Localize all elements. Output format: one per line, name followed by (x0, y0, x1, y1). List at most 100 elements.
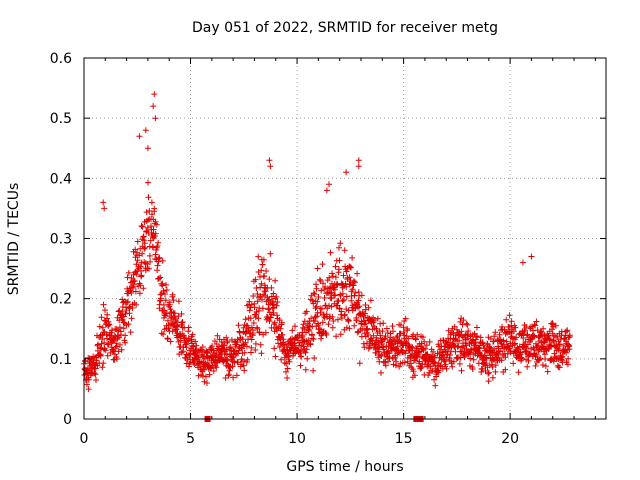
data-point (482, 360, 489, 367)
data-point (537, 355, 544, 362)
data-point (116, 324, 123, 331)
data-point (235, 359, 241, 366)
data-point (520, 335, 527, 341)
data-point (241, 349, 248, 356)
data-point (242, 339, 249, 346)
data-point (559, 353, 566, 360)
data-point (363, 326, 370, 333)
data-point (214, 332, 221, 339)
data-point (552, 322, 559, 329)
data-point (432, 382, 439, 389)
data-point (145, 179, 151, 186)
data-point (165, 317, 171, 324)
data-point (390, 328, 396, 335)
data-point (156, 254, 163, 261)
data-point (291, 340, 298, 347)
data-point (396, 363, 403, 370)
data-point (554, 333, 561, 340)
data-point (412, 336, 419, 343)
data-point (502, 354, 509, 361)
data-point (191, 361, 198, 367)
peak-point (323, 187, 330, 194)
data-point (566, 332, 573, 339)
data-point (174, 323, 181, 330)
data-point (178, 311, 185, 317)
data-point (201, 378, 208, 385)
data-point (203, 373, 209, 380)
data-point (349, 286, 356, 293)
data-point (492, 368, 499, 375)
data-point (213, 350, 220, 357)
data-point (139, 250, 146, 257)
data-point (511, 341, 518, 348)
data-point (423, 342, 430, 349)
data-point (373, 326, 380, 332)
data-point (334, 316, 341, 323)
data-point (256, 329, 263, 336)
data-point (381, 359, 388, 366)
data-point (118, 346, 125, 353)
data-point (244, 356, 251, 363)
data-point (97, 344, 104, 351)
data-point (101, 339, 108, 346)
data-point (137, 282, 144, 289)
data-point (281, 360, 288, 366)
data-point (125, 321, 132, 328)
data-point (307, 340, 314, 347)
data-point (302, 366, 309, 373)
data-point (225, 371, 232, 378)
data-point (122, 332, 129, 339)
data-point (167, 306, 174, 313)
data-point (380, 344, 387, 351)
data-point (323, 331, 330, 338)
data-point (116, 307, 123, 314)
data-point (185, 324, 192, 331)
y-tick-label: 0.1 (50, 352, 72, 368)
data-point (453, 326, 460, 333)
data-point (258, 267, 265, 274)
data-point (515, 346, 522, 353)
data-point (551, 338, 557, 345)
data-point (464, 321, 471, 328)
data-point (153, 221, 160, 228)
data-point (496, 331, 503, 338)
data-point (85, 386, 92, 393)
data-point (297, 362, 304, 369)
data-point (141, 237, 147, 244)
data-point (278, 356, 285, 363)
data-point (273, 293, 280, 300)
data-point (252, 340, 259, 347)
data-point (402, 315, 409, 322)
data-point (126, 310, 133, 317)
data-point (186, 354, 193, 361)
y-tick-label: 0 (63, 412, 72, 428)
data-point (124, 274, 131, 281)
data-point (463, 320, 470, 327)
data-point (170, 297, 177, 304)
data-point (169, 291, 176, 298)
data-point (147, 237, 154, 244)
data-point (100, 360, 107, 367)
data-point (397, 330, 404, 337)
data-point (227, 344, 234, 350)
data-point (394, 343, 401, 350)
data-point (104, 341, 111, 348)
data-point (132, 288, 139, 295)
data-point (224, 338, 231, 345)
data-point (564, 361, 571, 368)
data-point (300, 321, 307, 328)
data-point (341, 312, 348, 319)
data-point (546, 336, 553, 343)
data-point (472, 339, 479, 346)
y-tick-label: 0.2 (50, 292, 72, 308)
data-point (97, 352, 104, 359)
data-point (566, 346, 573, 353)
peak-point (266, 157, 273, 164)
data-point (331, 292, 337, 298)
data-point (283, 368, 289, 375)
peak-point (142, 127, 149, 134)
data-point (341, 247, 348, 254)
data-point (556, 364, 563, 371)
data-point (92, 371, 99, 378)
data-point (400, 329, 407, 335)
